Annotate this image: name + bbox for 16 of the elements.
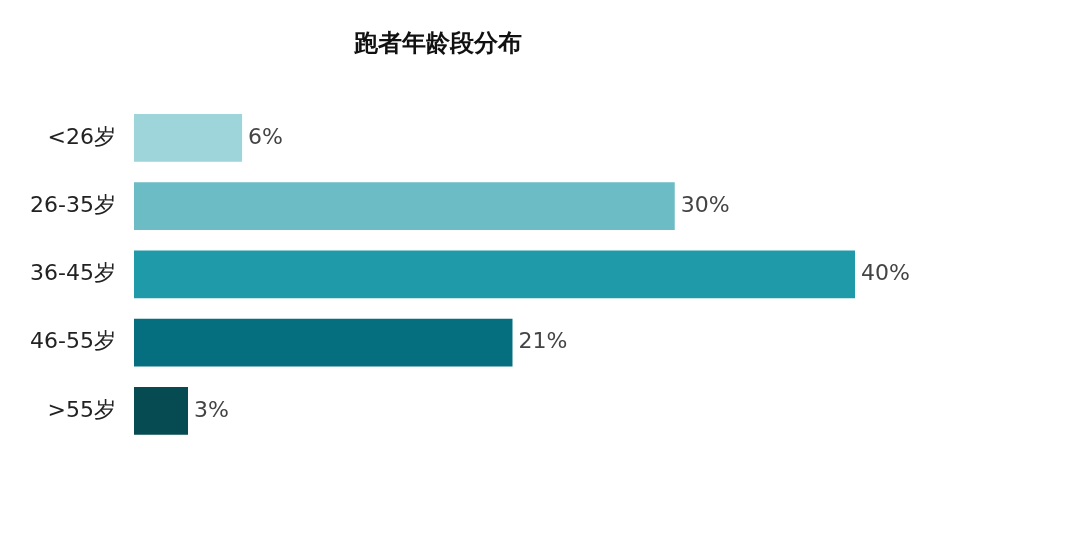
data-label: 40% — [861, 260, 910, 286]
bar — [133, 318, 513, 367]
bar — [133, 250, 855, 299]
chart-title: 跑者年龄段分布 — [352, 28, 522, 57]
data-label: 6% — [248, 123, 283, 149]
bar — [133, 182, 675, 231]
y-tick-label: 36-45岁 — [29, 260, 116, 286]
data-label: 21% — [518, 328, 568, 354]
y-tick-label: 46-55岁 — [29, 328, 116, 354]
y-tick-label: 26-35岁 — [29, 191, 116, 217]
data-label: 30% — [680, 191, 730, 217]
y-tick-label: >55岁 — [47, 396, 116, 422]
data-label: 3% — [194, 396, 229, 422]
bar — [133, 114, 243, 162]
y-tick-label: <26岁 — [47, 123, 116, 149]
bar — [133, 387, 189, 435]
